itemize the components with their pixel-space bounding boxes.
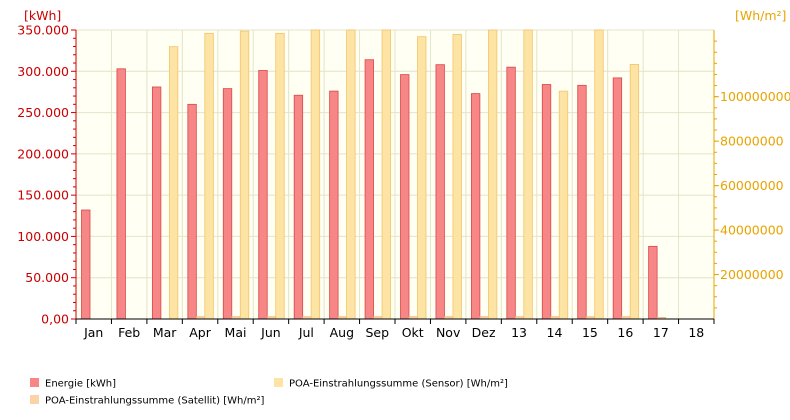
plot-area: 0,00 50.000 100.000 150.000 200.000 250.000 30… [17,23,790,341]
tick-label-x: Mar [153,325,177,340]
bar-sensor [204,32,214,320]
tick-label-x: Dez [472,325,496,340]
tick-label-x: 15 [582,325,598,340]
tick-label-left: 50.000 [25,270,69,285]
bar-energie [470,93,481,320]
tick-label-x: 18 [688,325,704,340]
tick-label-left: 250.000 [17,105,69,120]
tick-label-right: 100000000 [720,89,790,104]
bar-energie [506,66,516,320]
bar-energie [612,77,623,320]
bar-energie [577,84,587,320]
bar-energie [187,103,197,320]
bar-energie [435,64,445,320]
tick-label-left: 300.000 [17,64,69,79]
tick-label-left: 150.000 [17,188,69,203]
tick-label-x: 14 [547,325,563,340]
tick-label-x: Aug [330,325,354,340]
bar-sensor [523,29,533,320]
tick-label-right: 20000000 [720,267,784,282]
legend: Energie [kWh] POA-Einstrahlungssumme (Sat… [30,378,508,407]
tick-label-x: Nov [436,325,461,340]
tick-label-x: Mai [225,325,247,340]
tick-label-right: 60000000 [720,178,784,193]
bar-sensor [168,46,179,320]
bar-energie [364,59,374,320]
tick-label-x: Apr [189,325,211,340]
tick-label-x: Sep [365,325,389,340]
tick-label-right: 80000000 [720,134,784,149]
legend-label: Energie [kWh] [45,379,116,390]
bar-energie [329,90,339,320]
bar-sensor [417,36,427,320]
legend-swatch [30,378,39,387]
bar-sensor [452,34,462,320]
legend-swatch [30,395,39,404]
legend-swatch [274,378,283,387]
bar-energie [258,70,268,320]
tick-label-left: 0,00 [41,312,69,327]
legend-label: POA-Einstrahlungssumme (Sensor) [Wh/m²] [289,379,508,390]
bar-sensor [487,29,498,320]
tick-label-left: 350.000 [17,23,69,38]
y-left-unit: [kWh] [24,8,61,23]
legend-label: POA-Einstrahlungssumme (Satellit) [Wh/m²… [45,396,265,407]
bar-energie [400,74,410,320]
bar-energie [293,94,304,320]
bar-sensor [346,29,356,320]
tick-label-x: Jun [260,325,281,340]
tick-label-x: 16 [617,325,633,340]
bar-sensor [558,90,569,320]
bar-energie [222,88,233,320]
tick-label-left: 200.000 [17,146,69,161]
bar-energie [541,84,552,320]
tick-label-x: Okt [402,325,424,340]
tick-label-x: 17 [653,325,669,340]
bar-energie [116,68,126,320]
tick-label-x: 13 [511,325,527,340]
tick-label-x: Jul [298,325,314,340]
bar-energie [648,245,658,320]
bar-sensor [239,30,250,320]
bar-sensor [310,29,321,320]
tick-label-x: Feb [118,325,140,340]
bar-sensor [381,29,391,320]
bar-energie [151,86,162,320]
tick-label-right: 40000000 [720,223,784,238]
y-right-unit: [Wh/m²] [735,8,786,23]
bar-sensor [594,29,604,320]
tick-label-x: Jan [83,325,103,340]
tick-label-left: 100.000 [17,229,69,244]
bar-energie [81,209,91,320]
bar-sensor [629,64,640,320]
bar-sensor [275,32,285,320]
